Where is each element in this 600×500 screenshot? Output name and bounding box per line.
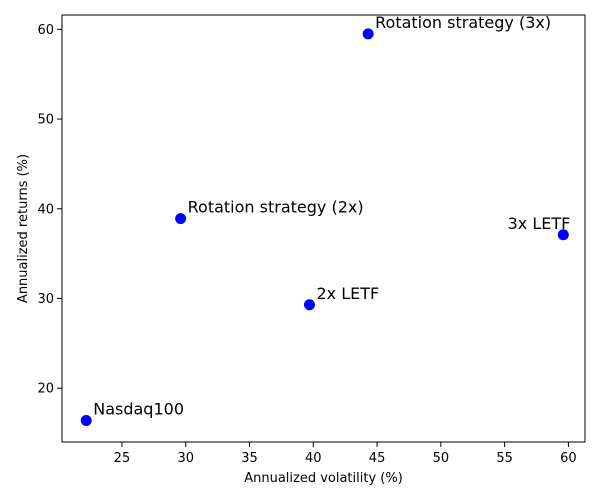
data-point-label: Rotation strategy (3x) [375, 13, 551, 32]
data-point [303, 299, 315, 311]
data-points: Nasdaq100 Rotation strategy (2x) 2x LETF Ro… [80, 13, 571, 426]
y-axis-ticks: 20 30 40 50 60 [37, 23, 62, 397]
x-axis-label: Annualized volatility (%) [244, 471, 403, 486]
data-point [80, 414, 92, 426]
data-point [362, 28, 374, 40]
data-point-label: Rotation strategy (2x) [188, 198, 364, 217]
plot-area [61, 14, 586, 443]
y-tick-label: 30 [37, 292, 54, 307]
y-tick-label: 50 [37, 113, 54, 128]
x-tick-label: 60 [560, 451, 577, 466]
x-tick-label: 35 [241, 451, 258, 466]
data-point-label: 2x LETF [316, 284, 379, 303]
data-point [175, 213, 187, 225]
data-point-label: Nasdaq100 [93, 399, 184, 418]
y-tick-label: 60 [37, 23, 54, 38]
data-point [557, 229, 569, 241]
x-tick-label: 30 [177, 451, 194, 466]
y-tick-label: 40 [37, 202, 54, 217]
x-axis-ticks: 25 30 35 40 45 50 55 60 [114, 442, 577, 466]
x-tick-label: 50 [433, 451, 450, 466]
x-tick-label: 45 [369, 451, 386, 466]
y-axis-label: Annualized returns (%) [16, 154, 31, 303]
data-point-label: 3x LETF [508, 214, 571, 233]
x-tick-label: 25 [114, 451, 131, 466]
x-tick-label: 55 [496, 451, 513, 466]
y-tick-label: 20 [37, 382, 54, 397]
x-tick-label: 40 [305, 451, 322, 466]
